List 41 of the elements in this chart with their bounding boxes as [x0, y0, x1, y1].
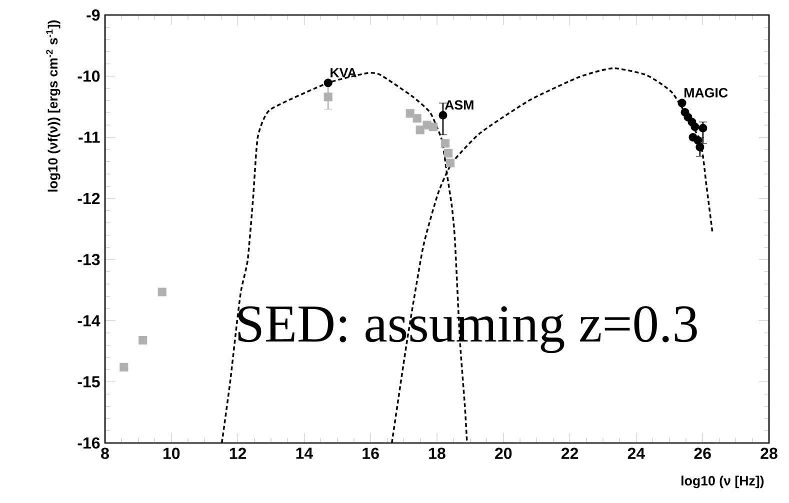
y-tick-label: -11 — [78, 132, 100, 143]
point — [412, 114, 422, 123]
point — [406, 109, 414, 118]
annotation: MAGIC — [684, 88, 728, 98]
y-tick-label: -12 — [78, 192, 100, 204]
y-tick-label: -9 — [86, 9, 100, 21]
x-tick-label: 18 — [429, 448, 446, 460]
x-tick-label: 14 — [296, 448, 314, 459]
x-tick-label: 24 — [628, 448, 645, 459]
annotation: KVA — [330, 68, 357, 78]
point — [158, 288, 166, 296]
x-tick-label: 20 — [495, 448, 512, 460]
point — [438, 111, 448, 120]
point — [429, 122, 438, 132]
x-tick-label: 26 — [694, 448, 711, 460]
point — [138, 336, 148, 345]
point — [120, 362, 128, 372]
point — [324, 92, 332, 102]
x-tick-label: 12 — [230, 448, 246, 459]
point — [678, 98, 686, 108]
point — [324, 78, 332, 88]
x-tick-label: 22 — [561, 448, 578, 459]
point — [446, 158, 455, 168]
point — [416, 126, 424, 134]
y-tick-label: -13 — [78, 254, 100, 266]
x-tick-label: 8 — [101, 448, 109, 460]
y-tick-label: -16 — [78, 437, 100, 449]
y-axis-title: log10 (νf(ν)) [ergs cm$^{-2}$ s$^{-1}$]) — [46, 20, 60, 192]
x-tick-label: 28 — [760, 448, 778, 460]
point — [696, 142, 704, 152]
point — [444, 148, 453, 158]
annotation: ASM — [444, 100, 474, 110]
x-tick-label: 16 — [362, 448, 379, 460]
y-tick-label: -14 — [78, 315, 100, 326]
x-tick-label: 10 — [164, 448, 180, 460]
y-tick-label: -10 — [78, 70, 100, 82]
y-tick-label: -15 — [78, 376, 100, 388]
point — [690, 122, 700, 132]
x-axis-title: log10 (ν [Hz]) — [682, 476, 764, 488]
point — [694, 136, 702, 145]
point — [441, 139, 450, 148]
